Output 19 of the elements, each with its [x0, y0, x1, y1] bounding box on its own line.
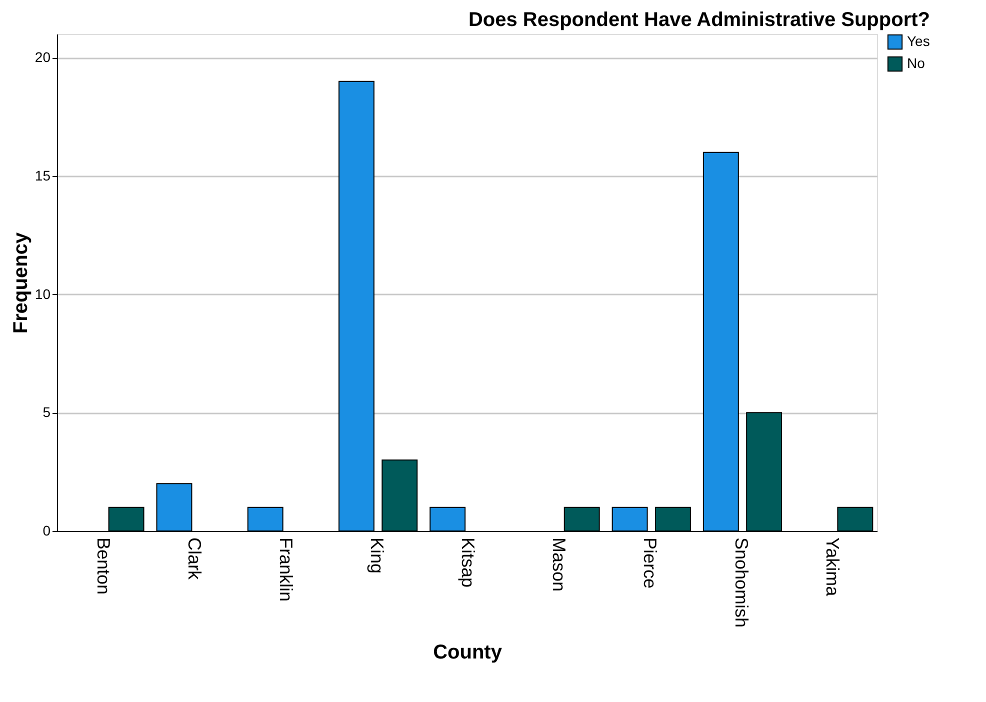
y-tick-label: 10 [34, 286, 51, 302]
x-tick-label: Yakima [822, 538, 842, 598]
x-tick-label: Benton [94, 538, 114, 595]
chart-title: Does Respondent Have Administrative Support? [468, 9, 930, 31]
y-tick-label: 15 [34, 168, 51, 184]
x-tick-label: Kitsap [458, 538, 478, 588]
legend-label: No [907, 55, 926, 71]
legend-label: Yes [907, 33, 930, 49]
y-axis-title: Frequency [10, 232, 32, 334]
x-axis-title: County [433, 642, 503, 664]
y-tick-label: 5 [42, 404, 51, 420]
y-tick-label: 0 [42, 522, 51, 538]
x-tick-label: Pierce [640, 538, 660, 589]
x-tick-label: Snohomish [731, 538, 752, 628]
x-tick-label: Mason [549, 538, 570, 592]
x-tick-label: Clark [184, 538, 205, 581]
x-tick-label: King [366, 538, 387, 574]
x-tick-label: Franklin [276, 538, 296, 602]
y-tick-label: 20 [34, 49, 51, 66]
